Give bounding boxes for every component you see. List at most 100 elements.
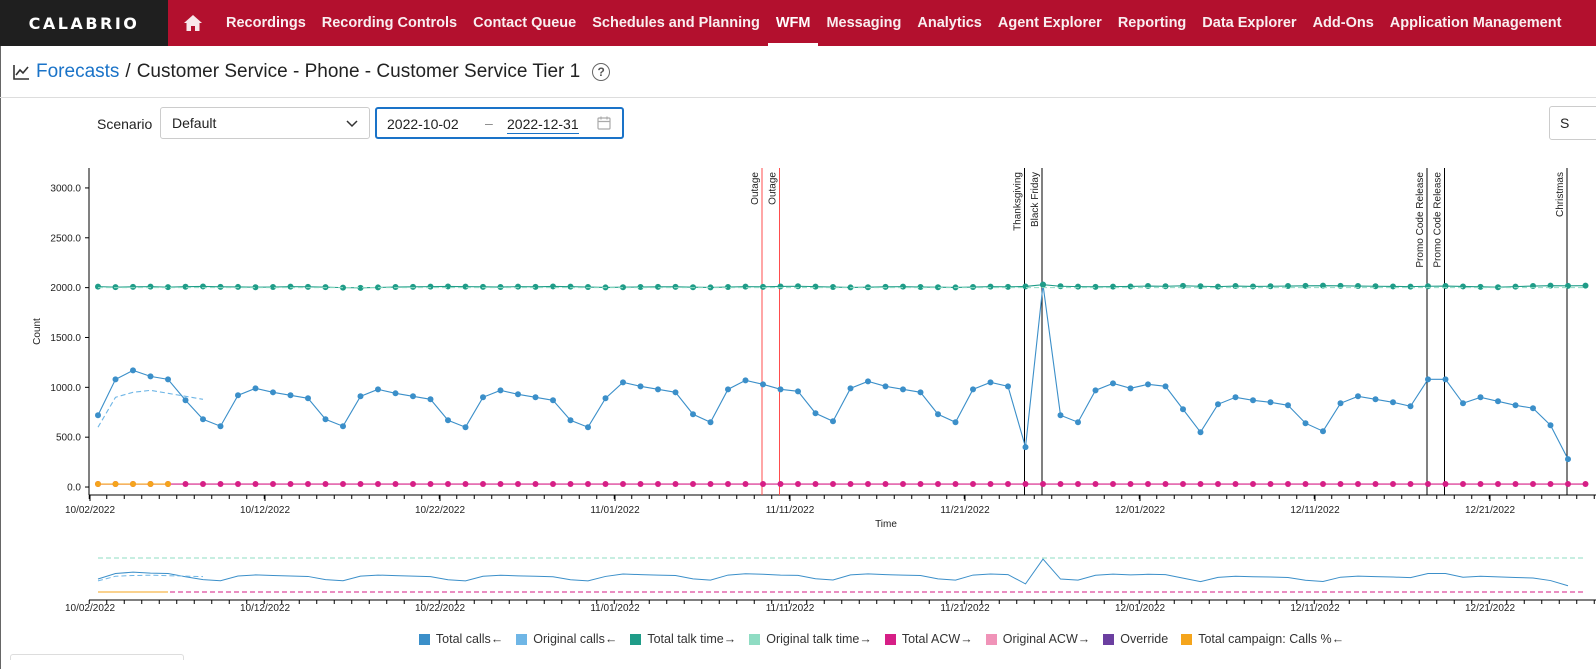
data-point-total_calls	[567, 417, 574, 424]
date-end-input[interactable]: 2022-12-31	[507, 116, 579, 134]
nav-item-recording-controls[interactable]: Recording Controls	[321, 15, 458, 31]
data-point-total_calls	[112, 376, 119, 383]
data-point-total_calls	[410, 393, 416, 400]
legend-label: Total talk time→	[647, 632, 737, 646]
data-point-total_talk	[480, 283, 486, 290]
data-point-total_talk	[235, 283, 241, 290]
legend-swatch	[418, 633, 430, 645]
legend-item-total_talk[interactable]: Total talk time→	[630, 632, 736, 646]
legend-item-override[interactable]: Override	[1103, 632, 1168, 646]
data-point-total_calls	[882, 383, 889, 390]
home-icon[interactable]	[168, 0, 218, 46]
data-point-total_acw	[1582, 481, 1589, 488]
y-tick-label: 2500.0	[50, 233, 81, 244]
legend-label: Total calls←	[435, 632, 504, 646]
scenario-label: Scenario	[97, 116, 153, 132]
legend-item-original_calls[interactable]: Original calls←	[516, 632, 617, 646]
data-point-total_calls	[147, 373, 154, 380]
nav-item-recordings[interactable]: Recordings	[226, 15, 306, 31]
data-point-total_calls	[357, 393, 364, 400]
data-point-total_acw	[707, 481, 714, 488]
data-point-total_calls	[655, 386, 661, 393]
data-point-total_calls	[865, 378, 871, 385]
legend-item-total_calls[interactable]: Total calls←	[418, 632, 504, 646]
data-point-total_calls	[270, 389, 276, 396]
data-point-total_talk	[1162, 283, 1169, 290]
data-point-total_calls	[462, 424, 469, 431]
nav-item-data-explorer[interactable]: Data Explorer	[1202, 15, 1297, 31]
legend-swatch	[1103, 633, 1115, 645]
data-point-total_talk	[1512, 283, 1519, 290]
event-label: Christmas	[1555, 172, 1566, 217]
scenario-select[interactable]: Default	[160, 107, 370, 139]
legend-item-original_talk[interactable]: Original talk time→	[749, 632, 872, 646]
data-point-total_talk	[637, 284, 644, 291]
data-point-total_acw	[1110, 481, 1116, 488]
data-point-total_calls	[1565, 456, 1571, 463]
nav-item-messaging[interactable]: Messaging	[826, 15, 902, 31]
y-tick-label: 1500.0	[50, 333, 81, 344]
data-point-total_acw	[1022, 481, 1029, 488]
date-range-picker[interactable]: 2022-10-02 – 2022-12-31	[375, 107, 624, 139]
calabrio-logo[interactable]: CALABRIO	[0, 0, 168, 46]
data-point-total_talk	[1390, 283, 1396, 290]
nav-item-reporting[interactable]: Reporting	[1117, 15, 1187, 31]
data-point-total_acw	[252, 481, 259, 488]
legend-swatch	[884, 633, 896, 645]
data-point-total_calls	[1530, 405, 1536, 412]
data-point-total_acw	[1250, 481, 1256, 488]
data-point-total_talk	[1005, 283, 1011, 290]
y-tick-label: 2000.0	[50, 283, 81, 294]
legend-swatch	[985, 633, 997, 645]
data-point-total_acw	[1005, 481, 1011, 488]
nav-item-application-management[interactable]: Application Management	[1389, 15, 1562, 31]
nav-item-add-ons[interactable]: Add-Ons	[1312, 15, 1374, 31]
data-point-total_calls	[585, 424, 591, 431]
top-navigation-bar: CALABRIO Recordings Recording Controls Con…	[0, 0, 1596, 46]
nav-item-wfm[interactable]: WFM	[767, 0, 819, 46]
nav-item-agent-explorer[interactable]: Agent Explorer	[997, 15, 1102, 31]
data-point-total_acw	[392, 481, 399, 488]
data-point-total_acw	[1145, 481, 1151, 488]
legend-item-campaign[interactable]: Total campaign: Calls %←	[1181, 632, 1344, 646]
data-point-total_talk	[655, 283, 661, 290]
data-point-total_calls	[427, 396, 434, 403]
data-point-total_acw	[1372, 481, 1379, 488]
data-point-total_talk	[95, 283, 101, 290]
forecast-chart[interactable]: 0.0 500.0 1000.0 1500.0 2000.0 2500.0 3000.0 Co…	[0, 0, 1596, 630]
calendar-icon[interactable]	[596, 115, 612, 131]
data-point-total_acw	[182, 481, 189, 488]
data-point-total_calls	[182, 397, 189, 404]
data-point-total_acw	[287, 481, 294, 488]
data-point-total_calls	[445, 417, 451, 424]
data-point-total_talk	[462, 283, 469, 290]
event-label: Outage	[768, 172, 779, 205]
nav-item-schedules-and-planning[interactable]: Schedules and Planning	[592, 15, 760, 31]
data-point-total_acw	[847, 481, 854, 488]
legend-item-total_acw[interactable]: Total ACW→	[884, 632, 973, 646]
data-point-total_acw	[270, 481, 276, 488]
overview-line-total_calls	[97, 558, 1569, 587]
data-point-total_calls	[1092, 387, 1099, 394]
date-start-input[interactable]: 2022-10-02	[387, 116, 459, 132]
data-point-total_talk	[357, 284, 364, 291]
data-point-total_talk	[200, 283, 206, 290]
data-point-total_talk	[305, 283, 311, 290]
data-point-total_acw	[970, 481, 976, 488]
data-point-total_talk	[445, 283, 451, 290]
data-point-total_calls	[812, 410, 819, 417]
data-point-campaign	[130, 481, 136, 488]
nav-item-analytics[interactable]: Analytics	[917, 15, 982, 31]
overview-tick-label: 10/12/2022	[240, 603, 290, 614]
data-point-total_calls	[1022, 444, 1029, 451]
data-point-total_talk	[760, 283, 766, 290]
legend-item-original_acw[interactable]: Original ACW→	[985, 632, 1090, 646]
toolbar-right-button[interactable]: S	[1549, 106, 1596, 140]
data-point-total_calls	[322, 416, 329, 423]
question-circle-icon[interactable]: ?	[592, 62, 611, 81]
breadcrumb-forecasts-link[interactable]: Forecasts	[36, 60, 120, 82]
data-point-total_calls	[392, 390, 399, 397]
nav-item-contact-queue[interactable]: Contact Queue	[473, 15, 577, 31]
data-point-total_acw	[1162, 481, 1169, 488]
data-point-total_talk	[917, 284, 924, 291]
